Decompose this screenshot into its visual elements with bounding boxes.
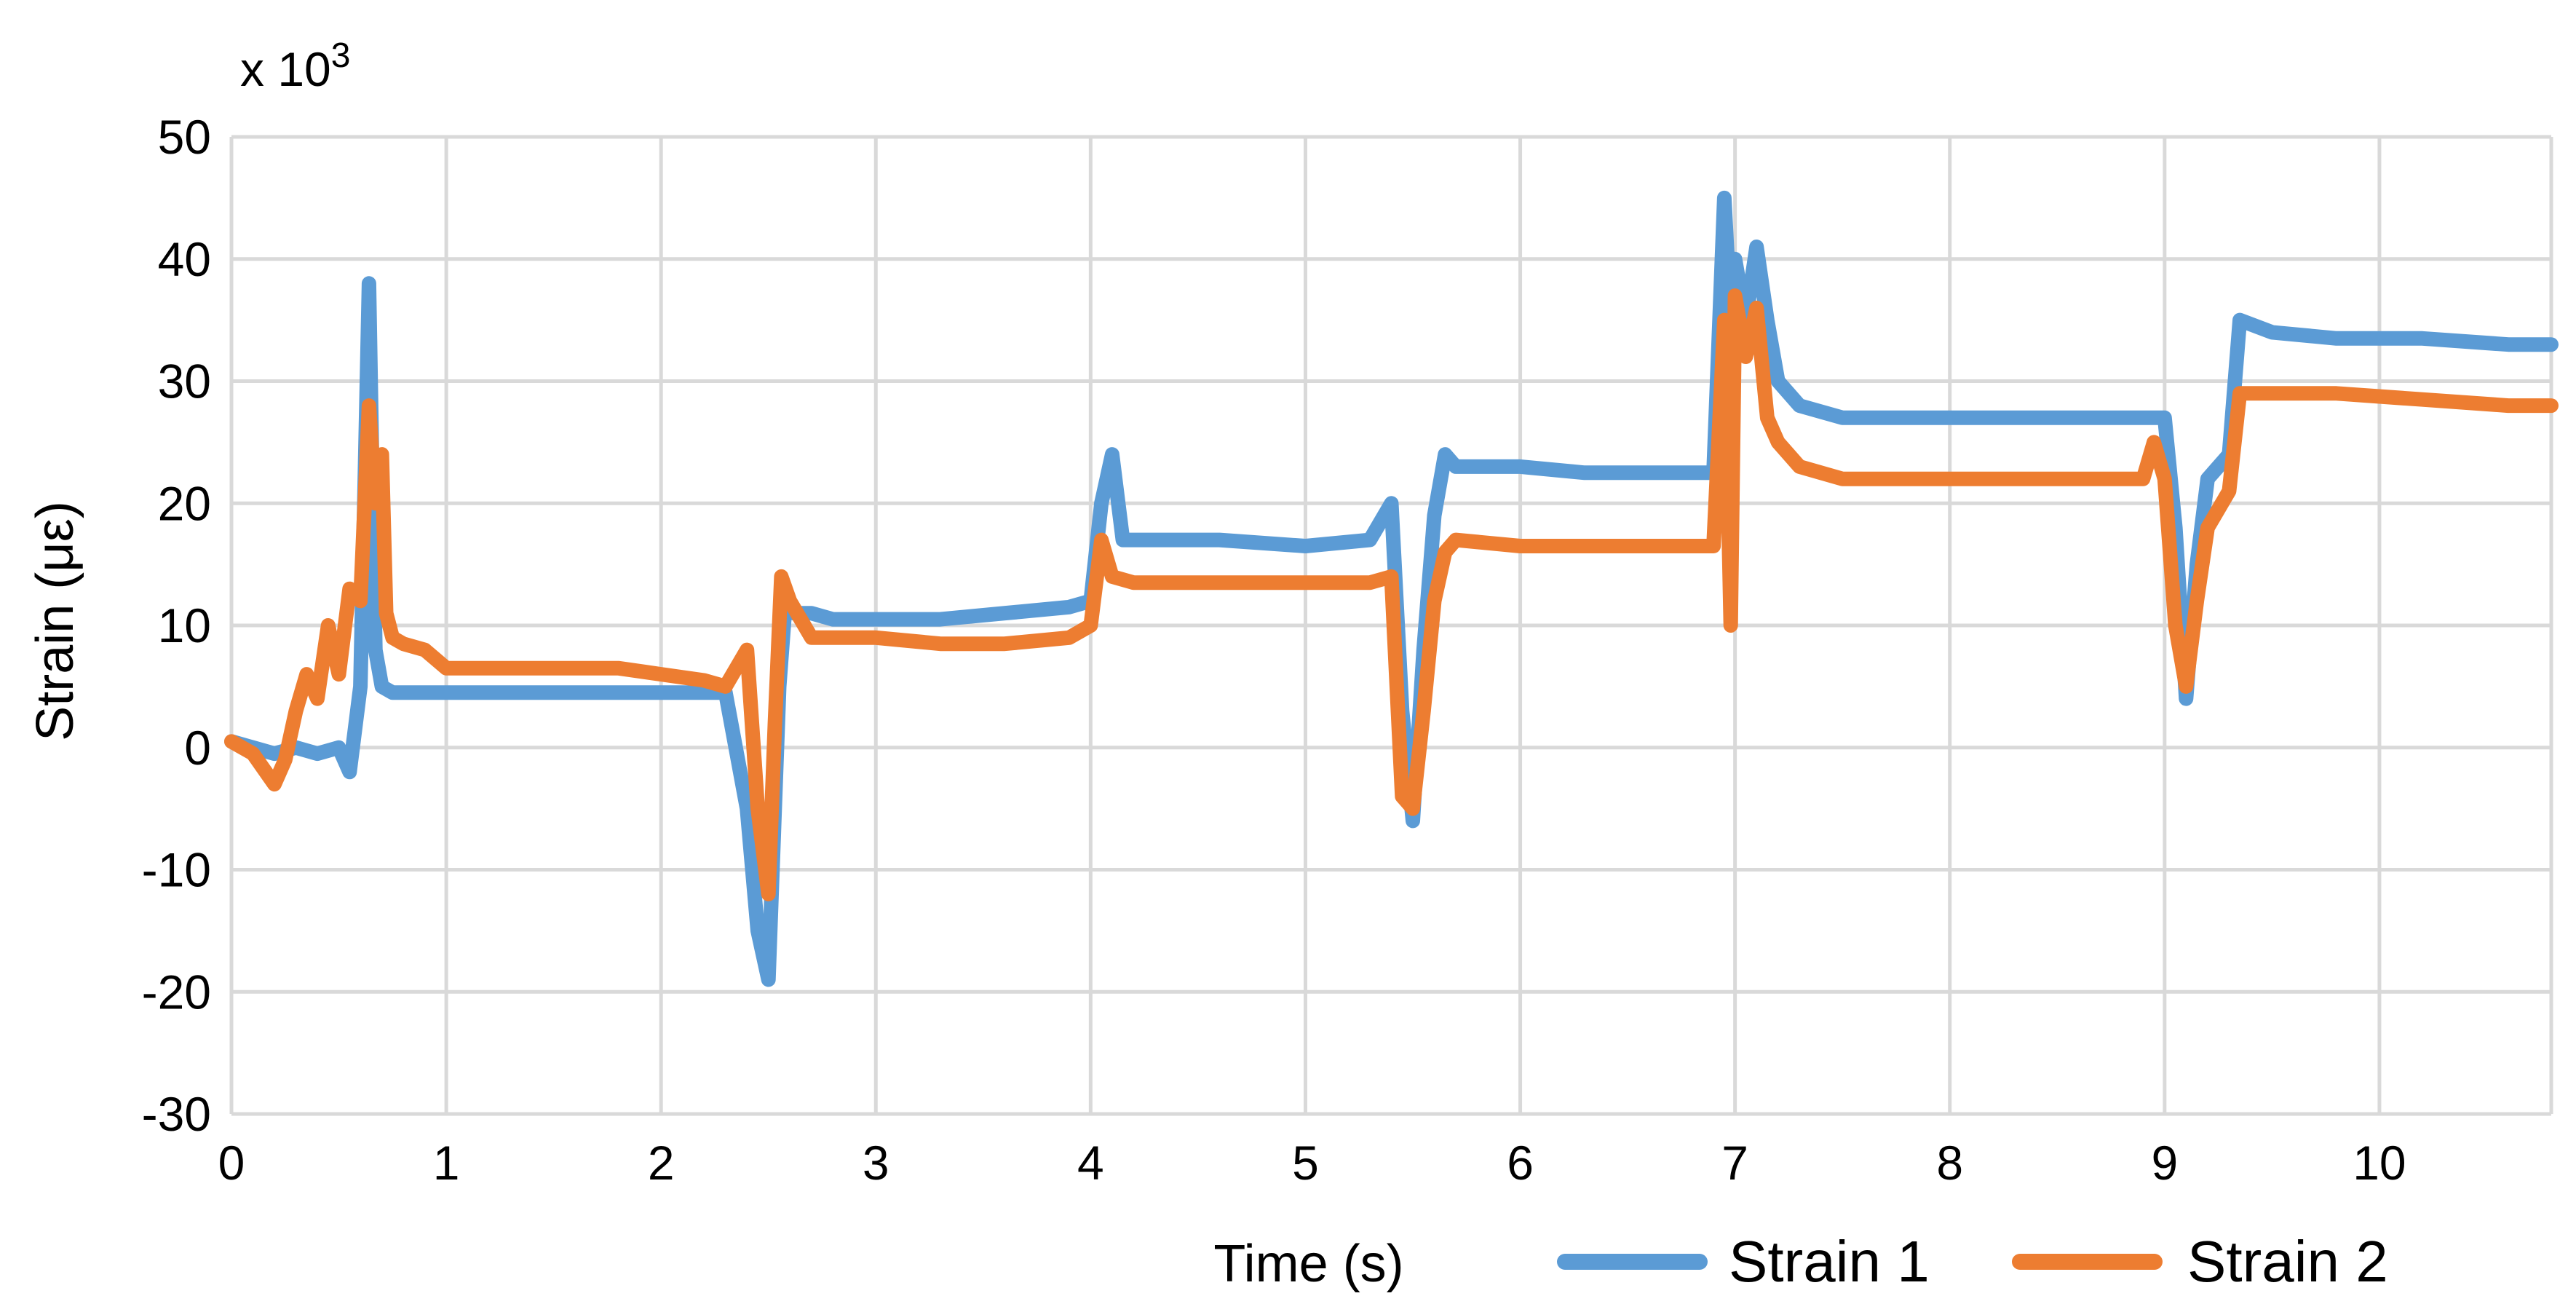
series-line-strain-1 — [224, 190, 2559, 987]
y-tick-label: -30 — [142, 1087, 211, 1141]
x-tick-label: 8 — [1936, 1136, 1963, 1190]
y-tick-label: 40 — [158, 232, 211, 286]
y-tick-label: -20 — [142, 965, 211, 1019]
y-tick-label: 0 — [184, 721, 211, 775]
series-line-strain-2 — [224, 288, 2559, 901]
y-tick-label: 10 — [158, 598, 211, 652]
x-tick-label: 10 — [2353, 1136, 2406, 1190]
axis-multiplier: x 103 — [240, 36, 350, 96]
x-tick-label: 9 — [2151, 1136, 2178, 1190]
legend: Strain 1 Strain 2 — [1557, 1229, 2388, 1294]
x-tick-label: 4 — [1077, 1136, 1104, 1190]
x-tick-label: 6 — [1507, 1136, 1534, 1190]
axis-multiplier-exponent: 3 — [331, 36, 351, 75]
x-tick-label: 2 — [648, 1136, 675, 1190]
x-tick-label: 1 — [433, 1136, 460, 1190]
x-tick-label: 0 — [218, 1136, 245, 1190]
legend-label-strain-1: Strain 1 — [1729, 1229, 1930, 1294]
x-tick-label: 3 — [863, 1136, 889, 1190]
x-tick-label: 7 — [1721, 1136, 1748, 1190]
x-tick-label: 5 — [1292, 1136, 1319, 1190]
y-axis-title: Strain (με) — [26, 501, 84, 741]
y-tick-label: 20 — [158, 476, 211, 530]
x-axis-title: Time (s) — [1213, 1235, 1403, 1293]
y-tick-label: 50 — [158, 110, 211, 164]
axis-multiplier-base: x 10 — [240, 42, 331, 96]
y-tick-label: 30 — [158, 355, 211, 408]
series-layer — [224, 190, 2559, 987]
y-tick-label: -10 — [142, 843, 211, 897]
legend-label-strain-2: Strain 2 — [2187, 1229, 2388, 1294]
